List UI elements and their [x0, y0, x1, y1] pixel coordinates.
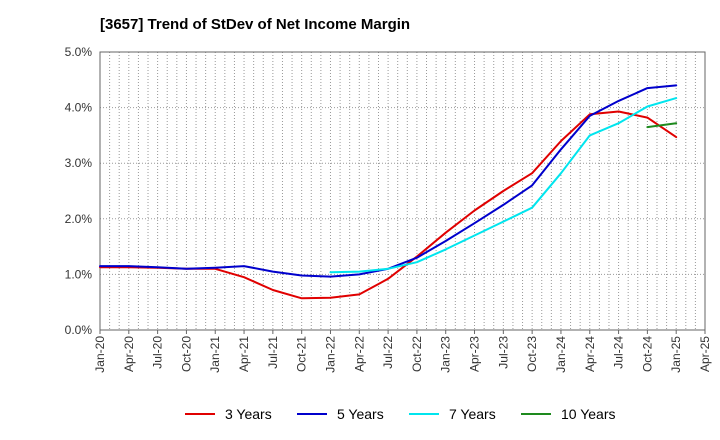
y-tick-label: 1.0% [65, 267, 93, 281]
x-tick-label: Apr-22 [352, 336, 366, 372]
legend: 3 Years 5 Years 7 Years 10 Years [0, 404, 720, 424]
x-tick-label: Jul-22 [381, 336, 395, 369]
axis-layer: 0.0% 1.0% 2.0% 3.0% 4.0% 5.0% Jan-20 Apr-20 Jul-… [65, 45, 712, 373]
chart-title: [3657] Trend of StDev of Net Income Marg… [100, 16, 411, 33]
x-tick-label: Jul-23 [496, 336, 510, 369]
x-tick-label: Oct-20 [179, 336, 193, 372]
y-tick-label: 0.0% [65, 323, 93, 337]
legend-label-7-years: 7 Years [449, 406, 496, 422]
x-tick-label: Jul-21 [266, 336, 280, 369]
legend-item-7-years[interactable]: 7 Years [409, 404, 496, 424]
series-line-7-years [329, 97, 678, 274]
legend-swatch-7-years [409, 413, 439, 415]
x-tick-label: Apr-21 [237, 336, 251, 372]
x-tick-label: Oct-24 [640, 336, 654, 372]
y-tick-label: 3.0% [65, 156, 93, 170]
x-tick-label: Apr-23 [468, 336, 482, 372]
legend-item-10-years[interactable]: 10 Years [521, 404, 616, 424]
grid-layer [100, 52, 705, 330]
x-tick-label: Jan-25 [669, 336, 683, 373]
legend-swatch-10-years [521, 413, 551, 415]
x-tick-label: Jan-22 [323, 336, 337, 373]
legend-swatch-3-years [185, 413, 215, 415]
x-tick-label: Jul-20 [151, 336, 165, 369]
x-tick-label: Jan-24 [554, 336, 568, 373]
legend-label-3-years: 3 Years [225, 406, 272, 422]
series-layer [99, 84, 678, 300]
x-tick-label: Jan-20 [93, 336, 107, 373]
x-tick-label: Oct-22 [410, 336, 424, 372]
x-tick-label: Oct-21 [295, 336, 309, 372]
legend-label-5-years: 5 Years [337, 406, 384, 422]
legend-swatch-5-years [297, 413, 327, 415]
x-tick-label: Jan-21 [208, 336, 222, 373]
x-tick-label: Oct-23 [525, 336, 539, 372]
y-tick-label: 4.0% [65, 101, 93, 115]
x-tick-label: Apr-20 [122, 336, 136, 372]
y-tick-label: 2.0% [65, 212, 93, 226]
legend-item-3-years[interactable]: 3 Years [185, 404, 272, 424]
legend-label-10-years: 10 Years [561, 406, 616, 422]
series-line-10-years [646, 122, 678, 129]
x-tick-label: Jul-24 [612, 336, 626, 369]
legend-item-5-years[interactable]: 5 Years [297, 404, 384, 424]
plot-frame [99, 51, 706, 331]
x-tick-label: Jan-23 [439, 336, 453, 373]
x-tick-label: Apr-25 [698, 336, 712, 372]
x-tick-label: Apr-24 [583, 336, 597, 372]
y-tick-label: 5.0% [65, 45, 93, 59]
